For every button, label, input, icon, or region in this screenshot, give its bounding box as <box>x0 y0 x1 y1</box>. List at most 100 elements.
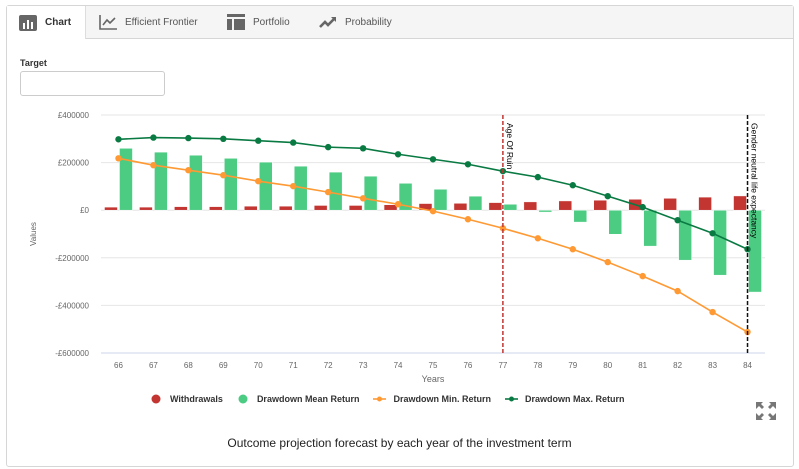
withdrawal-bar <box>453 203 468 211</box>
max-return-point <box>115 136 122 143</box>
tab-chart[interactable]: Chart <box>7 6 87 39</box>
tab-label: Portfolio <box>253 16 290 28</box>
legend-dot-icon <box>151 394 161 404</box>
x-tick-label: 69 <box>219 361 228 370</box>
chart-panel: Chart Efficient Frontier Portfolio Proba… <box>6 5 794 467</box>
withdrawal-bar <box>348 205 363 211</box>
x-tick-label: 67 <box>149 361 158 370</box>
mean-return-bar <box>608 209 622 235</box>
mean-return-bar <box>678 209 692 261</box>
legend-item[interactable]: Withdrawals <box>150 394 223 404</box>
mean-return-bar <box>119 148 133 211</box>
min-return-point <box>324 188 332 196</box>
x-tick-label: 76 <box>463 361 472 370</box>
withdrawal-bar <box>278 205 293 211</box>
x-tick-label: 73 <box>359 361 368 370</box>
target-input[interactable] <box>20 71 165 96</box>
y-axis-title: Values <box>29 222 38 246</box>
x-tick-label: 74 <box>394 361 403 370</box>
max-return-point <box>674 216 681 224</box>
mean-return-bar <box>643 209 657 247</box>
x-tick-label: 68 <box>184 361 193 370</box>
legend-item[interactable]: Drawdown Max. Return <box>504 394 625 404</box>
tab-bar: Chart Efficient Frontier Portfolio Proba… <box>7 6 793 39</box>
withdrawal-bar <box>174 206 188 211</box>
max-return-point <box>220 135 227 142</box>
mean-return-bar <box>398 183 413 211</box>
y-tick-label: -£600000 <box>55 349 89 358</box>
min-return-point <box>569 246 576 253</box>
withdrawal-bar <box>558 200 573 211</box>
legend-item[interactable]: Drawdown Min. Return <box>373 394 491 404</box>
max-return-point <box>394 151 402 158</box>
legend-label: Drawdown Min. Return <box>393 394 491 404</box>
max-return-point <box>569 182 576 189</box>
x-tick-label: 66 <box>114 361 123 370</box>
min-return-point <box>639 272 646 280</box>
tab-probability[interactable]: Probability <box>319 6 392 38</box>
max-return-point <box>534 173 542 181</box>
x-axis-title: Years <box>422 374 445 384</box>
y-tick-label: £400000 <box>58 111 90 120</box>
legend-label: Withdrawals <box>170 394 223 404</box>
withdrawal-bar <box>523 201 538 211</box>
max-return-point <box>290 139 297 146</box>
mean-return-bar <box>538 209 553 213</box>
min-return-point <box>534 235 542 242</box>
mean-return-bar <box>573 209 588 223</box>
x-tick-label: 71 <box>289 361 298 370</box>
tab-efficient-frontier[interactable]: Efficient Frontier <box>99 6 198 38</box>
x-tick-label: 81 <box>638 361 647 370</box>
max-return-point <box>324 143 332 151</box>
legend-label: Drawdown Max. Return <box>524 394 625 404</box>
tab-label: Efficient Frontier <box>125 16 198 28</box>
x-tick-label: 77 <box>498 361 507 370</box>
max-return-point <box>709 230 716 237</box>
min-return-point <box>150 162 157 169</box>
max-return-point <box>639 203 646 211</box>
x-tick-label: 78 <box>533 361 542 370</box>
x-tick-label: 72 <box>324 361 333 370</box>
min-return-point <box>429 207 437 215</box>
min-return-point <box>115 155 122 162</box>
min-return-point <box>255 177 262 185</box>
mean-return-bar <box>433 189 448 211</box>
withdrawal-bar <box>383 204 398 211</box>
max-return-point <box>604 192 611 200</box>
mean-return-bar <box>363 175 378 211</box>
x-tick-label: 82 <box>673 361 682 370</box>
target-label: Target <box>20 58 47 68</box>
withdrawal-bar <box>244 205 258 211</box>
bar-chart-icon <box>19 14 37 31</box>
legend-label: Drawdown Mean Return <box>256 394 360 404</box>
y-tick-label: -£200000 <box>55 254 89 263</box>
y-tick-label: £0 <box>80 206 89 215</box>
y-tick-label: £200000 <box>58 159 90 168</box>
mean-return-bar <box>189 154 203 211</box>
marker-label: Gender neutral life expectancy <box>750 123 760 239</box>
withdrawal-bar <box>698 196 712 211</box>
min-return-point <box>220 172 227 179</box>
min-return-point <box>499 225 507 232</box>
mean-return-bar <box>503 204 518 211</box>
withdrawal-bar <box>139 206 153 211</box>
mean-return-bar <box>713 209 727 276</box>
min-return-point <box>185 167 192 174</box>
expand-button[interactable] <box>756 402 776 425</box>
chart-caption: Outcome projection forecast by each year… <box>227 436 572 450</box>
x-tick-label: 83 <box>708 361 717 370</box>
x-tick-label: 70 <box>254 361 263 370</box>
legend-item[interactable]: Drawdown Mean Return <box>237 394 360 404</box>
x-tick-label: 80 <box>603 361 612 370</box>
min-return-point <box>464 216 472 223</box>
min-return-point <box>709 308 716 316</box>
withdrawal-bar <box>488 202 503 211</box>
tab-portfolio[interactable]: Portfolio <box>227 6 290 38</box>
legend-dot-icon <box>238 394 248 404</box>
max-return-point <box>150 134 157 141</box>
mean-return-bar <box>468 195 483 211</box>
max-return-point <box>185 134 192 142</box>
max-return-point <box>464 161 472 168</box>
min-return-point <box>674 287 681 295</box>
